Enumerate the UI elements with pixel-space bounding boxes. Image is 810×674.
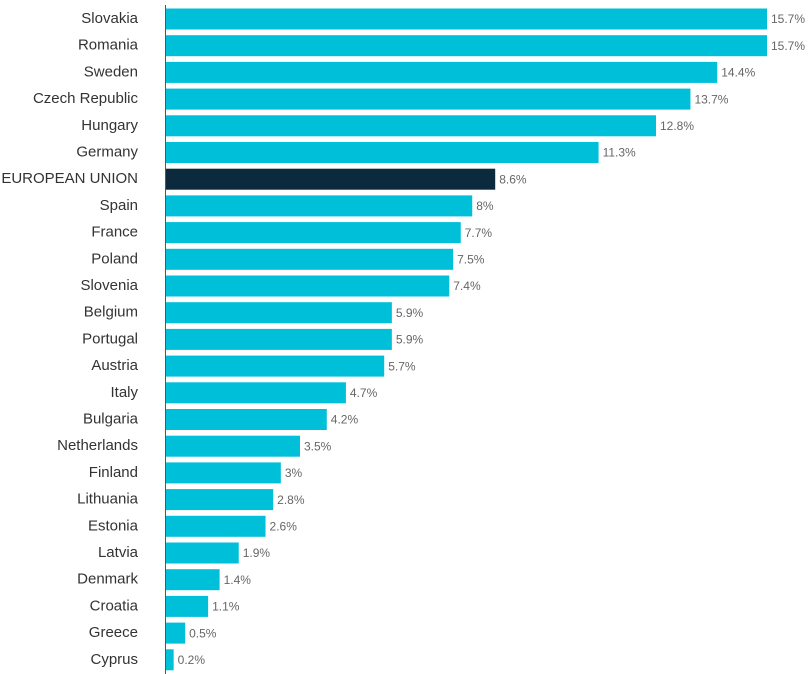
value-label: 14.4% — [721, 66, 755, 80]
value-label: 0.2% — [178, 653, 206, 667]
value-label: 11.3% — [603, 146, 636, 160]
value-label: 1.4% — [224, 573, 252, 587]
category-label: Belgium — [84, 304, 138, 321]
value-label: 12.8% — [660, 119, 694, 133]
category-label: Portugal — [82, 330, 138, 347]
value-label: 15.7% — [771, 39, 805, 53]
category-label: Netherlands — [57, 437, 138, 454]
category-label: Denmark — [77, 571, 138, 588]
bar — [166, 542, 239, 564]
bar — [166, 35, 767, 57]
bar — [166, 489, 274, 511]
value-label: 3% — [285, 466, 303, 480]
bar — [166, 435, 300, 457]
value-label: 7.7% — [465, 226, 493, 240]
bar — [166, 462, 281, 484]
category-label: Austria — [91, 357, 138, 374]
bar — [166, 88, 691, 110]
category-label: Hungary — [81, 117, 138, 134]
bar — [166, 622, 186, 644]
value-label: 1.1% — [212, 600, 240, 614]
bar — [166, 142, 599, 163]
category-label: Germany — [76, 143, 138, 160]
value-label: 2.8% — [277, 493, 305, 507]
bar — [166, 355, 385, 377]
value-label: 15.7% — [771, 12, 805, 26]
value-label: 5.9% — [396, 333, 424, 347]
bar — [166, 168, 496, 190]
category-label: Bulgaria — [83, 410, 139, 427]
bar — [166, 115, 656, 137]
category-label: Finland — [89, 464, 138, 481]
value-label: 5.9% — [396, 306, 424, 320]
category-label: EUROPEAN UNION — [1, 170, 138, 187]
bar — [166, 515, 266, 537]
value-label: 4.2% — [331, 413, 359, 427]
value-label: 4.7% — [350, 386, 378, 400]
category-label: Czech Republic — [33, 90, 139, 107]
category-label: France — [91, 224, 138, 241]
category-label: Slovakia — [81, 10, 138, 27]
bar — [166, 61, 718, 83]
bar — [166, 409, 327, 430]
bar — [166, 382, 346, 404]
value-label: 8.6% — [499, 172, 527, 186]
value-label: 7.4% — [453, 279, 481, 293]
category-label: Croatia — [90, 597, 139, 614]
value-label: 3.5% — [304, 439, 332, 453]
category-label: Estonia — [88, 517, 139, 534]
category-label: Romania — [78, 37, 139, 54]
category-label: Poland — [91, 250, 138, 267]
category-label: Latvia — [98, 544, 139, 561]
value-label: 2.6% — [270, 519, 298, 533]
bar — [166, 222, 461, 244]
category-label: Cyprus — [90, 651, 138, 668]
category-label: Sweden — [84, 63, 138, 80]
bar — [166, 8, 767, 30]
bar — [166, 649, 174, 671]
bar — [166, 275, 450, 297]
category-label: Slovenia — [80, 277, 138, 294]
bar — [166, 302, 392, 324]
value-label: 0.5% — [189, 626, 217, 640]
category-label: Italy — [110, 384, 138, 401]
value-label: 8% — [476, 199, 494, 213]
value-label: 7.5% — [457, 252, 485, 266]
bar — [166, 328, 392, 350]
category-label: Spain — [100, 197, 138, 214]
bar — [166, 195, 473, 217]
value-label: 5.7% — [388, 359, 416, 373]
category-label: Greece — [89, 624, 138, 641]
value-label: 1.9% — [243, 546, 271, 560]
category-label: Lithuania — [77, 491, 139, 508]
bar — [166, 569, 220, 591]
bar — [166, 248, 454, 270]
bar — [166, 595, 209, 617]
value-label: 13.7% — [694, 92, 728, 106]
